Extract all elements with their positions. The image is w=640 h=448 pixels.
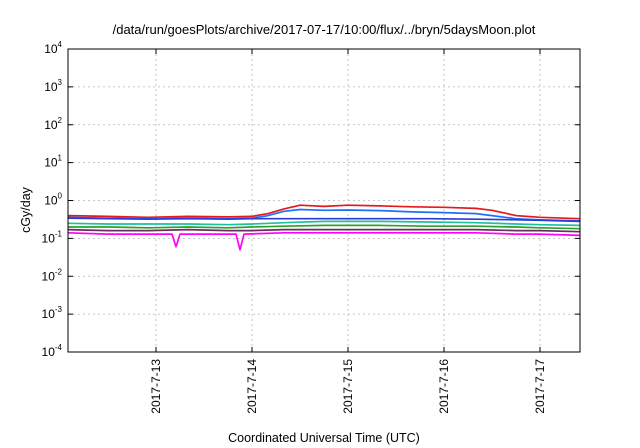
x-tick-label: 2017-7-15	[341, 359, 355, 414]
y-tick-exponent: 3	[58, 78, 63, 87]
y-tick-label: 10-2	[42, 267, 63, 283]
y-tick-base: 10	[42, 231, 56, 245]
series-line-1	[67, 204, 581, 220]
y-tick-exponent: 1	[58, 154, 63, 163]
y-tick-exponent: 0	[58, 192, 63, 201]
series-line-6	[67, 228, 581, 233]
x-axis-label: Coordinated Universal Time (UTC)	[228, 431, 420, 445]
x-tick-labels: 2017-7-13 2017-7-14 2017-7-15 2017-7-16 2017…	[149, 359, 547, 414]
x-tick-label: 2017-7-13	[149, 359, 163, 414]
y-tick-label: 103	[44, 78, 62, 94]
y-tick-exponent: 4	[58, 40, 63, 49]
plot-series	[67, 204, 581, 251]
y-tick-base: 10	[44, 194, 58, 208]
x-tick-label: 2017-7-17	[533, 359, 547, 414]
y-tick-base: 10	[44, 42, 58, 56]
y-tick-label: 10-4	[42, 343, 63, 359]
y-tick-label: 104	[44, 40, 62, 56]
y-tick-label: 100	[44, 192, 62, 208]
chart-title: /data/run/goesPlots/archive/2017-07-17/1…	[113, 22, 536, 37]
series-line-4	[67, 220, 581, 227]
series-line-3	[67, 217, 581, 223]
y-tick-exponent: -3	[55, 305, 63, 314]
y-tick-base: 10	[44, 80, 58, 94]
y-tick-base: 10	[42, 307, 56, 321]
y-tick-base: 10	[42, 345, 56, 359]
y-tick-base: 10	[42, 269, 56, 283]
series-line-7	[67, 231, 581, 251]
x-tick-label: 2017-7-16	[437, 359, 451, 414]
y-tick-label: 10-3	[42, 305, 63, 321]
y-tick-label: 10-1	[42, 229, 63, 245]
y-tick-label: 102	[44, 116, 62, 132]
x-tick-label: 2017-7-14	[245, 359, 259, 414]
y-tick-base: 10	[44, 118, 58, 132]
y-tick-exponent: -4	[55, 343, 63, 352]
y-tick-exponent: -2	[55, 267, 63, 276]
axis-ticks	[68, 48, 580, 353]
y-tick-label: 101	[44, 154, 62, 170]
y-axis-label: cGy/day	[19, 186, 33, 233]
series-line-5	[68, 224, 581, 230]
gridlines	[68, 48, 580, 353]
y-tick-exponent: -1	[55, 229, 63, 238]
y-tick-exponent: 2	[58, 116, 63, 125]
y-tick-base: 10	[44, 156, 58, 170]
